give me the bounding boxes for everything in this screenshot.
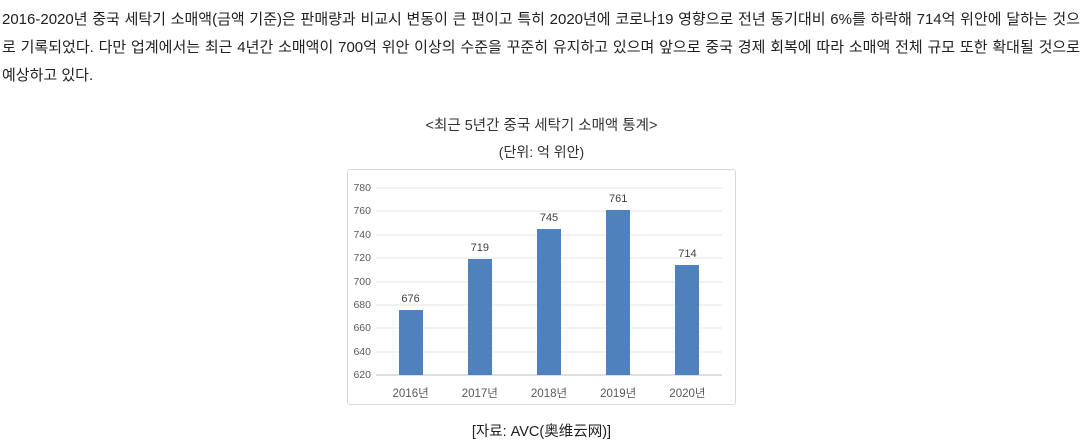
x-tick-label-2019년: 2019년 xyxy=(600,388,637,400)
y-tick-label: 680 xyxy=(353,298,371,311)
chart-title: <최근 5년간 중국 세탁기 소매액 통계> xyxy=(425,118,658,134)
x-tick-label-2017년: 2017년 xyxy=(461,388,498,400)
x-tick-label-2018년: 2018년 xyxy=(530,388,568,400)
y-tick-label: 620 xyxy=(353,369,371,381)
data-label-2019년: 761 xyxy=(609,193,628,206)
chart-plot-area: 676 719 745 761 714 xyxy=(376,187,722,376)
chart-unit-label: (단위: 억 위안) xyxy=(498,144,585,160)
data-label-2018년: 745 xyxy=(539,211,559,224)
y-tick-label: 760 xyxy=(353,205,371,218)
bar-2016년 xyxy=(398,309,423,375)
x-axis-line xyxy=(376,374,722,376)
data-label-2020년: 714 xyxy=(678,248,697,261)
y-tick-label: 720 xyxy=(353,252,371,265)
bar-2019년 xyxy=(606,210,631,375)
bar-2018년 xyxy=(537,228,561,375)
y-tick-label: 660 xyxy=(353,322,371,335)
body-paragraph: 2016-2020년 중국 세탁기 소매액(금액 기준)은 판매량과 비교시 변… xyxy=(2,11,1080,84)
source-caption: [자료: AVC(奥维云网)] xyxy=(471,424,612,440)
y-tick-label: 740 xyxy=(353,228,371,241)
bar-2017년 xyxy=(467,259,492,375)
y-tick-label: 780 xyxy=(353,182,371,194)
x-tick-label-2016년: 2016년 xyxy=(392,388,429,400)
y-tick-label: 640 xyxy=(353,345,371,358)
data-label-2016년: 676 xyxy=(401,292,420,305)
bar-2020년 xyxy=(675,265,700,375)
bar-chart: 780 760 740 720 700 680 660 640 620 676 719 745 761… xyxy=(347,169,736,405)
y-tick-label: 700 xyxy=(353,275,371,288)
gridline xyxy=(376,210,722,212)
y-axis: 780 760 740 720 700 680 660 640 620 xyxy=(348,182,373,381)
gridline xyxy=(376,187,722,189)
x-tick-label-2020년: 2020년 xyxy=(669,388,706,400)
data-label-2017년: 719 xyxy=(470,242,489,255)
x-axis: 2016년 2017년 2018년 2019년 2020년 xyxy=(376,381,722,401)
